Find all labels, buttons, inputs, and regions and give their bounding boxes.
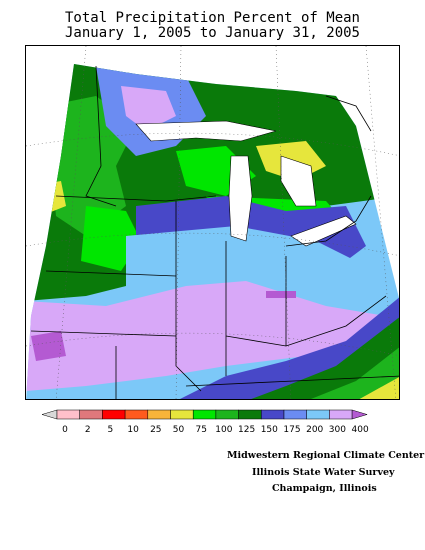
legend-swatch xyxy=(124,409,149,420)
legend-label: 10 xyxy=(127,425,139,435)
map-title-line-1: Total Precipitation Percent of Mean xyxy=(64,10,360,26)
lake-superior xyxy=(135,120,277,142)
legend-label: 200 xyxy=(306,425,323,435)
legend-label: 5 xyxy=(108,425,114,435)
field-lavender-minnesota xyxy=(121,86,176,131)
legend-bar xyxy=(41,409,368,420)
legend-label: 125 xyxy=(238,425,255,435)
border-iowa-south xyxy=(45,270,177,277)
lake-michigan xyxy=(228,155,253,242)
meridian-85 xyxy=(275,46,292,399)
legend-label: 150 xyxy=(261,425,278,435)
legend-swatch xyxy=(215,409,239,420)
legend-swatch xyxy=(306,409,330,420)
legend-swatch xyxy=(147,409,171,420)
legend-label: 2 xyxy=(85,425,91,435)
legend-swatch xyxy=(329,409,353,420)
credit-mrcc: Midwestern Regional Climate Center xyxy=(227,450,425,461)
lake-huron xyxy=(280,155,317,207)
legend-labels: 0 2 5 10 25 50 75 100 125 150 175 200 300 400 xyxy=(62,425,369,435)
legend-arrow-high xyxy=(351,409,368,420)
map-canvas xyxy=(26,46,399,399)
legend-swatch xyxy=(238,409,262,420)
field-yellow-southeast xyxy=(356,376,399,399)
border-tennessee xyxy=(185,375,399,387)
legend-swatch xyxy=(192,409,217,420)
legend-swatch xyxy=(79,409,103,420)
meridian-80 xyxy=(365,46,397,399)
border-missouri-south xyxy=(30,330,177,337)
color-legend: 0 2 5 10 25 50 75 100 125 150 175 200 300 400 xyxy=(41,409,369,435)
field-purple-spot xyxy=(266,291,296,298)
border-ohio-river xyxy=(225,295,387,347)
credit-location: Champaign, Illinois xyxy=(272,483,377,494)
legend-swatch xyxy=(261,409,285,420)
credit-isws: Illinois State Water Survey xyxy=(252,467,395,478)
legend-swatch xyxy=(170,409,194,420)
legend-label: 175 xyxy=(283,425,300,435)
legend-label: 300 xyxy=(329,425,346,435)
meridian-95 xyxy=(55,46,87,399)
map-title-line-2: January 1, 2005 to January 31, 2005 xyxy=(64,25,360,41)
graticule xyxy=(26,46,399,399)
state-borders xyxy=(30,65,399,399)
legend-label: 75 xyxy=(195,425,206,435)
field-purple-southwest xyxy=(31,331,66,361)
precipitation-map xyxy=(25,45,400,400)
coast-ontario xyxy=(325,95,372,132)
legend-label: 400 xyxy=(352,425,369,435)
legend-swatch xyxy=(56,409,80,420)
legend-arrow-low xyxy=(41,409,58,420)
legend-label: 100 xyxy=(215,425,232,435)
legend-label: 25 xyxy=(150,425,161,435)
border-mn-west xyxy=(85,65,117,207)
legend-label: 50 xyxy=(173,425,185,435)
border-illinois-west xyxy=(175,201,202,392)
legend-swatch xyxy=(283,409,307,420)
legend-swatch xyxy=(102,409,126,420)
field-mid-green-southeast xyxy=(306,346,399,399)
lake-erie xyxy=(290,215,357,247)
legend-label: 0 xyxy=(62,425,68,435)
border-ohio-north xyxy=(285,195,372,247)
border-iowa-north xyxy=(55,195,217,202)
